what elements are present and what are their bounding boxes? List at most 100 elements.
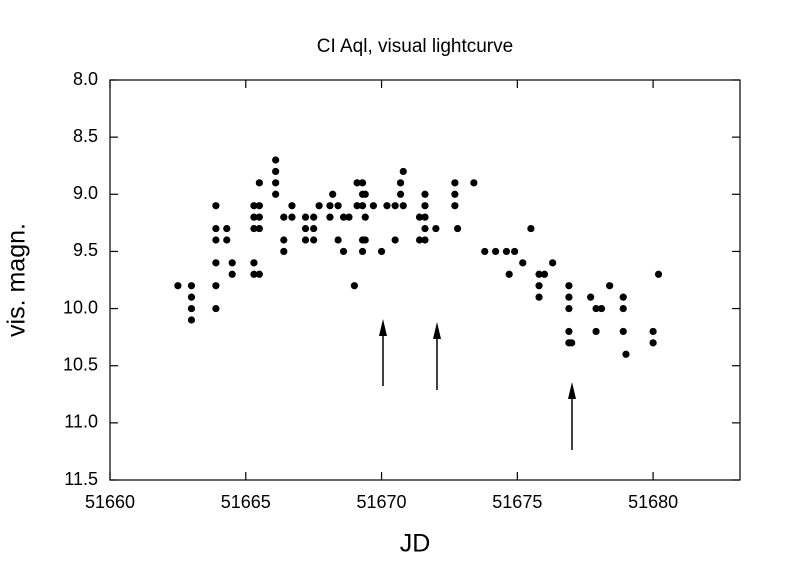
data-point [597, 304, 606, 313]
y-tick-label: 9.0 [73, 183, 98, 203]
chart-title: CI Aql, visual lightcurve [317, 36, 513, 57]
y-tick-label: 10.5 [63, 354, 98, 374]
data-point [353, 202, 361, 210]
data-point [212, 224, 220, 233]
data-point [329, 190, 337, 198]
data-point [421, 213, 429, 221]
data-point [622, 350, 630, 358]
data-point [619, 293, 627, 301]
y-tick-label: 8.0 [73, 69, 98, 89]
data-point [315, 202, 323, 210]
data-point [301, 213, 310, 221]
marks: 51660 51665 51670 51675 51680 8.0 8.5 9.0 9.5 10.… [63, 69, 740, 512]
data-point [212, 202, 220, 210]
x-tick-label: 51660 [85, 492, 135, 512]
data-point [451, 179, 459, 187]
data-point [592, 327, 600, 336]
x-tick-label: 51675 [492, 492, 542, 512]
data-point [255, 202, 263, 210]
data-point [568, 339, 576, 347]
data-point [481, 247, 489, 256]
data-point [301, 236, 310, 244]
data-point [187, 293, 196, 301]
data-point [345, 213, 353, 221]
data-point [549, 259, 557, 267]
data-point [377, 247, 386, 256]
data-point [174, 282, 182, 290]
data-point [535, 293, 543, 301]
data-point [212, 236, 220, 244]
data-point [421, 236, 429, 244]
data-point [361, 190, 369, 198]
x-axis-title: JD [400, 530, 431, 558]
y-tick-label: 10.0 [63, 297, 98, 317]
data-point [421, 202, 429, 210]
data-point [250, 270, 258, 278]
data-point [453, 224, 462, 233]
data-point [421, 190, 429, 198]
data-point [255, 179, 263, 187]
data-point [353, 179, 361, 187]
data-point [310, 213, 318, 221]
annotation-arrows [379, 319, 576, 450]
data-point [250, 202, 258, 210]
data-point [592, 304, 600, 313]
x-tick-label: 51665 [221, 492, 271, 512]
data-point [654, 270, 663, 278]
data-point [399, 202, 407, 210]
data-point [334, 202, 342, 210]
data-point [492, 247, 500, 256]
data-point [250, 224, 258, 233]
data-point [383, 202, 391, 210]
data-point [502, 247, 511, 256]
data-point [339, 247, 348, 256]
data-point [358, 247, 367, 256]
data-point [288, 202, 296, 210]
data-point [606, 282, 614, 290]
x-tick-label: 51670 [357, 492, 407, 512]
data-point [415, 236, 424, 244]
data-point [250, 259, 258, 267]
data-point [228, 270, 236, 278]
arrow-head [379, 319, 387, 336]
y-tick-label: 9.5 [73, 240, 98, 260]
data-point [187, 282, 196, 290]
y-axis-title: vis. magn. [3, 223, 31, 337]
data-point [250, 213, 258, 221]
data-point [391, 202, 399, 210]
data-point [350, 282, 358, 290]
data-point [272, 190, 280, 198]
data-point [280, 247, 288, 256]
data-point [432, 224, 440, 233]
data-point [255, 224, 263, 233]
data-point [272, 167, 280, 176]
data-point [334, 236, 342, 244]
data-point [187, 304, 196, 313]
data-point [470, 179, 478, 187]
data-point [421, 224, 429, 233]
arrow-head [433, 322, 441, 339]
data-point [255, 213, 263, 221]
plot-frame [109, 79, 741, 481]
data-point [587, 293, 595, 301]
data-point [212, 304, 220, 313]
data-point [280, 236, 288, 244]
data-point [187, 316, 196, 324]
data-point [565, 293, 573, 301]
data-point [326, 213, 334, 221]
data-point [212, 282, 220, 290]
data-point [255, 270, 263, 278]
data-point [415, 213, 424, 221]
data-point [391, 236, 399, 244]
data-point [649, 339, 657, 347]
data-point [361, 236, 369, 244]
data-point [361, 213, 369, 221]
data-point [369, 202, 378, 210]
data-point [519, 259, 527, 267]
data-point [540, 270, 549, 278]
data-point [326, 202, 334, 210]
data-point [358, 202, 367, 210]
data-point [301, 224, 310, 233]
